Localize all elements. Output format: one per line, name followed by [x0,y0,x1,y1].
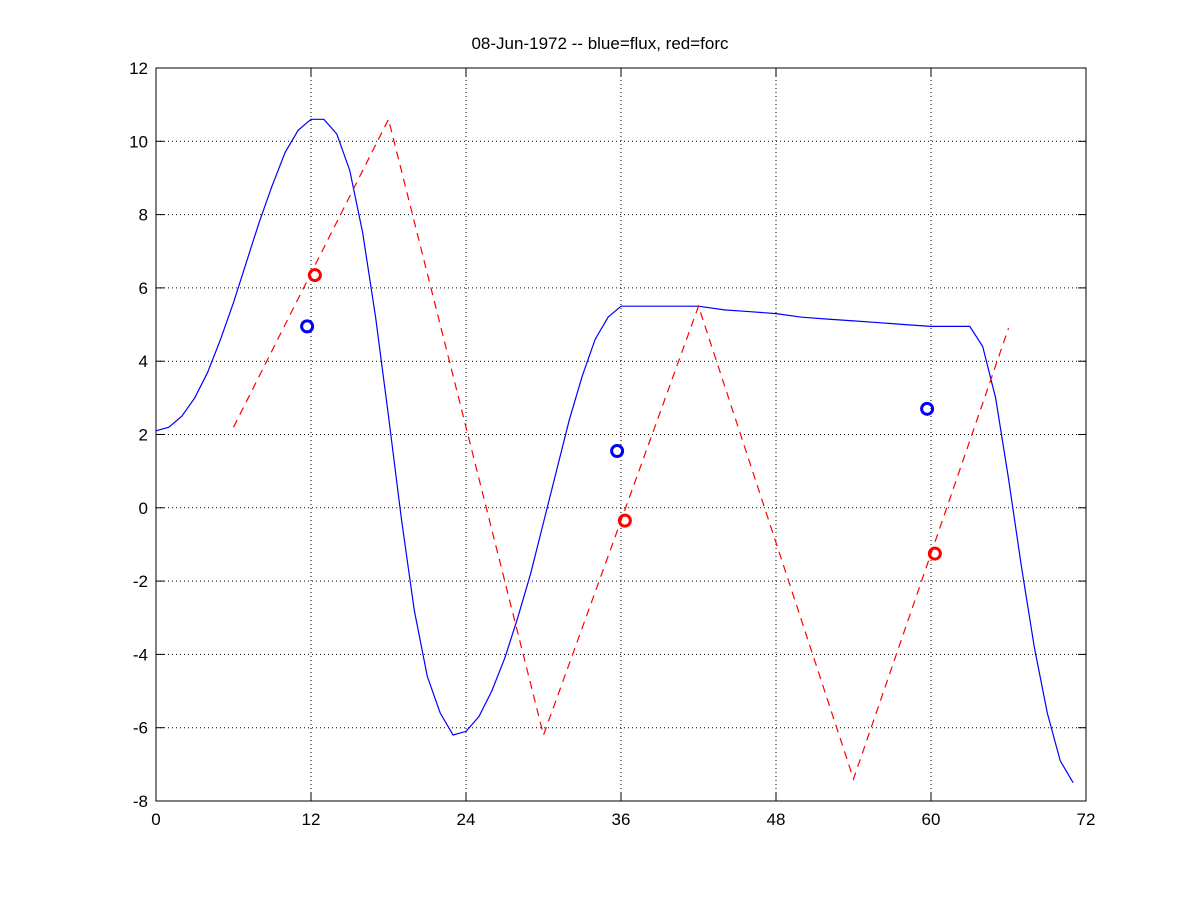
y-tick-label: 8 [139,206,148,225]
data-point-red [617,513,632,528]
y-tick-label: -8 [133,792,148,811]
y-tick-label: 12 [129,59,148,78]
y-tick-label: 4 [139,352,148,371]
y-tick-label: -4 [133,645,148,664]
data-point-red [927,546,942,561]
data-point-blue [610,443,625,458]
data-point-blue [920,401,935,416]
y-tick-label: -2 [133,572,148,591]
x-tick-label: 0 [151,810,160,829]
plot-area [155,117,1074,784]
x-tick-label: 60 [922,810,941,829]
data-point-blue [300,319,315,334]
grid-lines [156,68,1086,801]
axes-frame [155,67,1087,802]
chart-title: 08-Jun-1972 -- blue=flux, red=forc [471,34,729,53]
x-tick-label: 24 [457,810,476,829]
data-point-red [307,268,322,283]
y-tick-label: 6 [139,279,148,298]
y-tick-label: 10 [129,132,148,151]
x-tick-label: 36 [612,810,631,829]
series-line-red [232,117,1010,781]
x-tick-label: 72 [1077,810,1096,829]
x-tick-label: 12 [302,810,321,829]
y-tick-label: 0 [139,499,148,518]
y-tick-label: 2 [139,426,148,445]
y-tick-label: -6 [133,719,148,738]
series-line-blue [155,118,1074,784]
x-tick-label: 48 [767,810,786,829]
